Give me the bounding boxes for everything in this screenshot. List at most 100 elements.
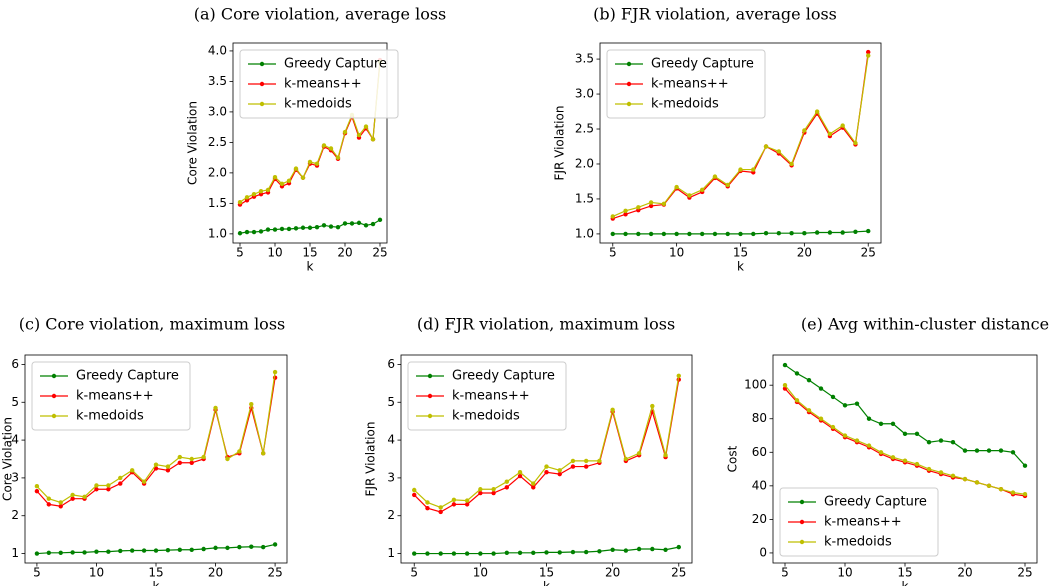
data-point: [962, 448, 968, 453]
data-point: [738, 167, 743, 172]
data-point: [244, 229, 250, 235]
data-point: [610, 547, 615, 552]
data-point: [251, 192, 257, 197]
data-point: [244, 198, 250, 203]
data-point: [853, 229, 858, 235]
data-point: [106, 483, 111, 488]
x-tick-label: 25: [1017, 566, 1032, 580]
data-point: [412, 487, 417, 493]
x-tick-label: 25: [267, 566, 282, 580]
legend-label: Greedy Capture: [284, 57, 387, 72]
legend-marker: [427, 373, 433, 379]
data-point: [623, 212, 628, 217]
data-point: [950, 440, 956, 445]
legend-box: [239, 49, 399, 119]
data-point: [225, 456, 230, 462]
data-point: [201, 454, 206, 460]
data-point: [557, 468, 562, 473]
data-point: [300, 175, 306, 180]
data-point: [58, 500, 63, 505]
data-point: [46, 550, 52, 555]
data-point: [544, 470, 549, 475]
data-point: [853, 140, 858, 146]
data-point: [676, 373, 681, 378]
data-point: [141, 479, 147, 484]
legend-label: k-medoids: [452, 409, 520, 424]
y-tick-label: 2: [387, 508, 395, 522]
data-point: [926, 440, 932, 445]
data-point: [583, 464, 589, 469]
data-point: [314, 161, 320, 166]
y-tick-label: 1.0: [575, 226, 594, 240]
data-point: [491, 487, 496, 492]
data-point: [213, 545, 218, 551]
data-point: [464, 498, 470, 503]
data-point: [189, 547, 194, 552]
data-point: [342, 221, 348, 226]
data-point: [464, 502, 470, 507]
data-point: [531, 550, 536, 555]
data-point: [118, 481, 123, 486]
data-point: [249, 401, 254, 407]
y-tick-label: 1.5: [208, 196, 227, 210]
data-point: [878, 450, 884, 455]
y-tick-label: 5: [11, 395, 19, 409]
data-point: [570, 549, 576, 555]
data-point: [914, 461, 920, 467]
y-tick-label: 2.0: [575, 156, 594, 170]
data-point: [531, 481, 536, 486]
data-point: [82, 494, 87, 500]
data-point: [153, 548, 159, 553]
data-point: [321, 223, 327, 228]
data-point: [1022, 463, 1028, 468]
data-point: [782, 362, 788, 368]
y-tick-label: 100: [744, 378, 767, 392]
data-point: [782, 382, 788, 388]
y-tick-label: 1: [387, 546, 395, 560]
data-point: [636, 451, 642, 456]
data-point: [189, 456, 194, 462]
data-point: [272, 174, 278, 180]
data-point: [806, 408, 812, 413]
legend-label: k-medoids: [284, 97, 352, 112]
x-tick-label: 5: [33, 566, 41, 580]
x-tick-label: 10: [473, 566, 488, 580]
data-point: [802, 231, 807, 236]
data-point: [866, 416, 872, 421]
data-point: [141, 548, 147, 553]
x-tick-label: 20: [957, 566, 972, 580]
data-point: [570, 458, 576, 464]
x-tick-label: 25: [861, 246, 876, 260]
data-point: [570, 464, 576, 469]
data-point: [663, 453, 668, 458]
data-point: [293, 226, 299, 231]
data-point: [265, 187, 271, 193]
data-point: [451, 502, 457, 507]
y-tick-label: 4: [11, 433, 19, 447]
data-point: [106, 549, 111, 554]
data-point: [94, 487, 99, 492]
data-point: [106, 487, 111, 492]
x-tick-label: 20: [337, 246, 352, 260]
data-point: [818, 416, 824, 421]
data-point: [165, 547, 171, 553]
data-point: [610, 231, 615, 237]
data-point: [335, 155, 341, 160]
data-point: [504, 479, 510, 484]
data-point: [478, 551, 483, 556]
y-axis-label: FJR Violation: [364, 422, 378, 497]
y-axis-label: Core Violation: [1, 417, 15, 501]
data-point: [623, 548, 629, 553]
legend-box: [407, 361, 567, 431]
data-point: [94, 483, 99, 488]
data-point: [165, 464, 171, 469]
y-tick-label: 1: [11, 546, 19, 560]
legend-marker: [259, 81, 265, 87]
legend-label: k-means++: [284, 77, 362, 92]
legend-marker: [799, 519, 805, 525]
data-point: [279, 181, 285, 187]
y-axis-label: FJR Violation: [553, 106, 567, 181]
data-point: [866, 49, 871, 55]
data-point: [478, 490, 483, 496]
series-line: [784, 384, 1026, 495]
